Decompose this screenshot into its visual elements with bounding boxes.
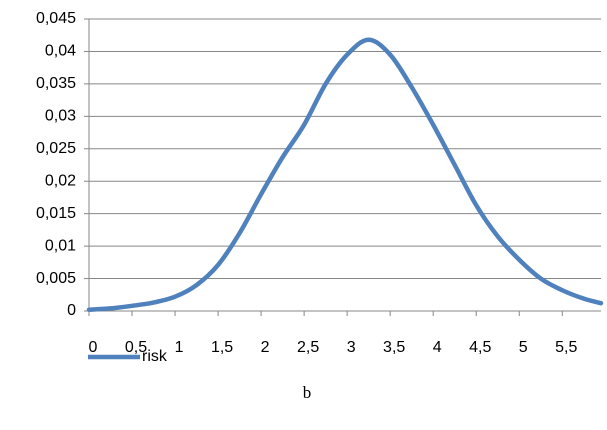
y-tick-label: 0,015 xyxy=(36,205,76,222)
x-tick-label: 1 xyxy=(175,339,184,356)
caption: b xyxy=(303,383,312,402)
y-tick-label: 0,025 xyxy=(36,140,76,157)
x-tick-label: 0,5 xyxy=(125,339,147,356)
y-tick-label: 0,01 xyxy=(45,237,76,254)
y-tick-label: 0,005 xyxy=(36,270,76,287)
x-tick-label: 4 xyxy=(433,339,442,356)
x-tick-label: 5,5 xyxy=(555,339,577,356)
x-tick-label: 1,5 xyxy=(211,339,233,356)
x-tick-label: 2 xyxy=(261,339,270,356)
y-tick-label: 0,03 xyxy=(45,108,76,125)
y-tick-label: 0,045 xyxy=(36,10,76,27)
legend-label: risk xyxy=(142,348,168,365)
series-line xyxy=(86,37,604,312)
y-tick-label: 0,02 xyxy=(45,172,76,189)
x-tick-label: 5 xyxy=(519,339,528,356)
x-tick-label: 4,5 xyxy=(469,339,491,356)
y-tick-label: 0,035 xyxy=(36,75,76,92)
x-tick-label: 3,5 xyxy=(383,339,405,356)
x-tick-label: 2,5 xyxy=(297,339,319,356)
x-tick-label: 0 xyxy=(89,339,98,356)
x-tick-label: 3 xyxy=(347,339,356,356)
y-tick-label: 0,04 xyxy=(45,43,76,60)
y-tick-label: 0 xyxy=(67,302,76,319)
